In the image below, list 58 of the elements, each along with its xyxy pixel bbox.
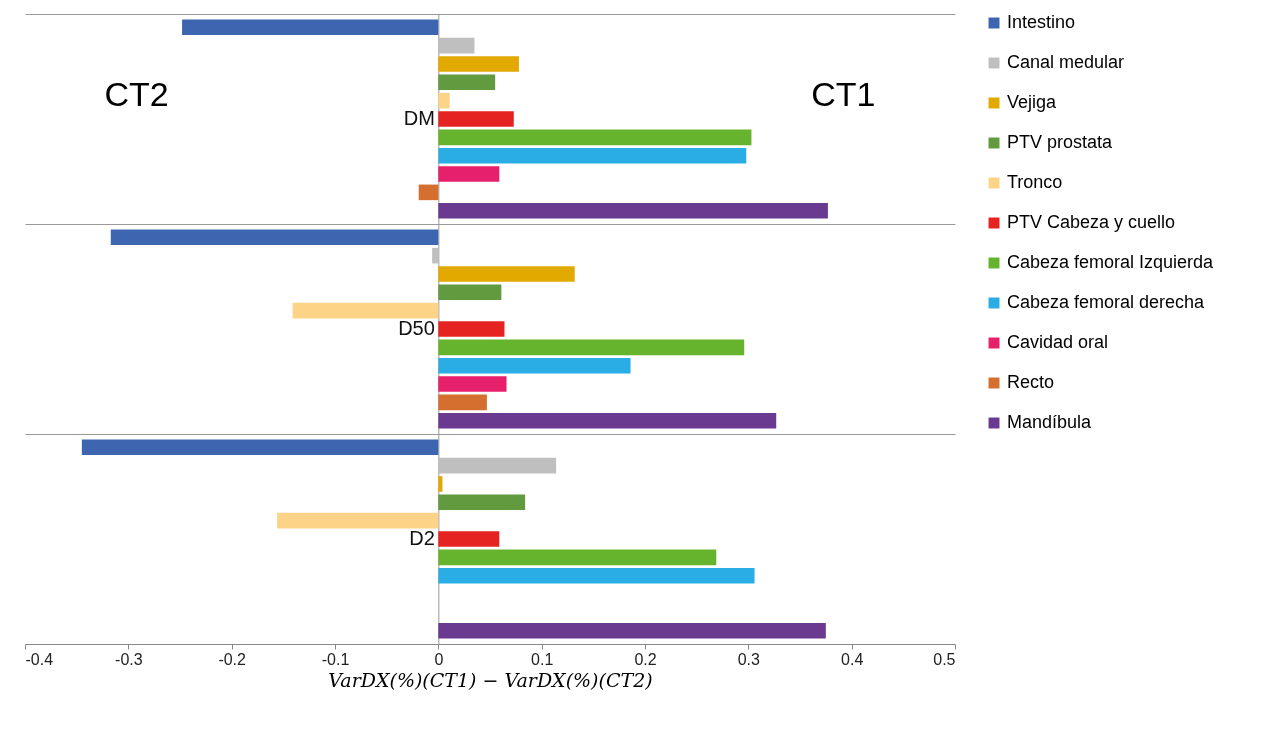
bar (292, 302, 439, 319)
bar (438, 376, 507, 392)
bar (81, 439, 439, 456)
bar (438, 412, 777, 429)
legend-label: PTV Cabeza y cuello (1007, 212, 1176, 232)
bar (438, 476, 443, 492)
legend-label: Cabeza femoral Izquierda (1007, 252, 1215, 272)
bar (418, 184, 439, 201)
legend-label: Cabeza femoral derecha (1007, 292, 1206, 312)
x-tick-label: -0.4 (25, 650, 54, 668)
bar (432, 247, 439, 264)
bar (438, 549, 717, 566)
legend-label: Intestino (1007, 12, 1076, 32)
bar (438, 92, 450, 109)
bar (438, 74, 496, 91)
bar (438, 129, 752, 146)
bar (438, 266, 575, 282)
y-tick-label: DM (403, 107, 435, 129)
bar (438, 56, 519, 72)
y-tick-label: D2 (409, 527, 435, 549)
bar (438, 357, 631, 374)
bar (438, 457, 557, 474)
x-tick-label: 0.5 (933, 650, 956, 668)
legend-label: Cavidad oral (1007, 332, 1109, 352)
bar (438, 622, 826, 639)
bar (438, 37, 475, 54)
annotation: CT2 (104, 74, 169, 113)
bar (438, 111, 514, 127)
x-tick-label: 0.1 (531, 650, 554, 668)
bar (438, 531, 500, 547)
bar (438, 567, 755, 584)
x-tick-label: 0.4 (841, 650, 864, 668)
legend-label: PTV prostata (1007, 132, 1114, 152)
annotation: CT1 (811, 74, 876, 113)
x-tick-label: 0.3 (737, 650, 761, 668)
legend-label: Tronco (1007, 172, 1063, 192)
y-tick-label: D50 (398, 317, 435, 339)
bar (438, 202, 828, 219)
x-tick-label: -0.1 (321, 650, 350, 668)
bar (277, 512, 439, 529)
legend-label: Mandíbula (1007, 412, 1093, 432)
x-tick-label: 0.2 (634, 650, 657, 668)
bar (438, 339, 745, 356)
x-tick-label: 0 (434, 650, 444, 668)
x-axis-title: VarDX(%)(CT1) − VarDX(%)(CT2) (328, 668, 653, 691)
legend-label: Canal medular (1007, 52, 1125, 72)
x-tick-label: -0.3 (115, 650, 143, 668)
legend-label: Recto (1007, 372, 1055, 392)
legend-label: Vejiga (1007, 92, 1058, 112)
bar (438, 147, 747, 164)
bar (182, 19, 439, 36)
bar (438, 494, 526, 511)
bar (110, 229, 439, 246)
bar (438, 166, 500, 182)
x-tick-label: -0.2 (218, 650, 247, 668)
bar (438, 284, 502, 301)
bar (438, 394, 487, 411)
bar (438, 321, 505, 337)
